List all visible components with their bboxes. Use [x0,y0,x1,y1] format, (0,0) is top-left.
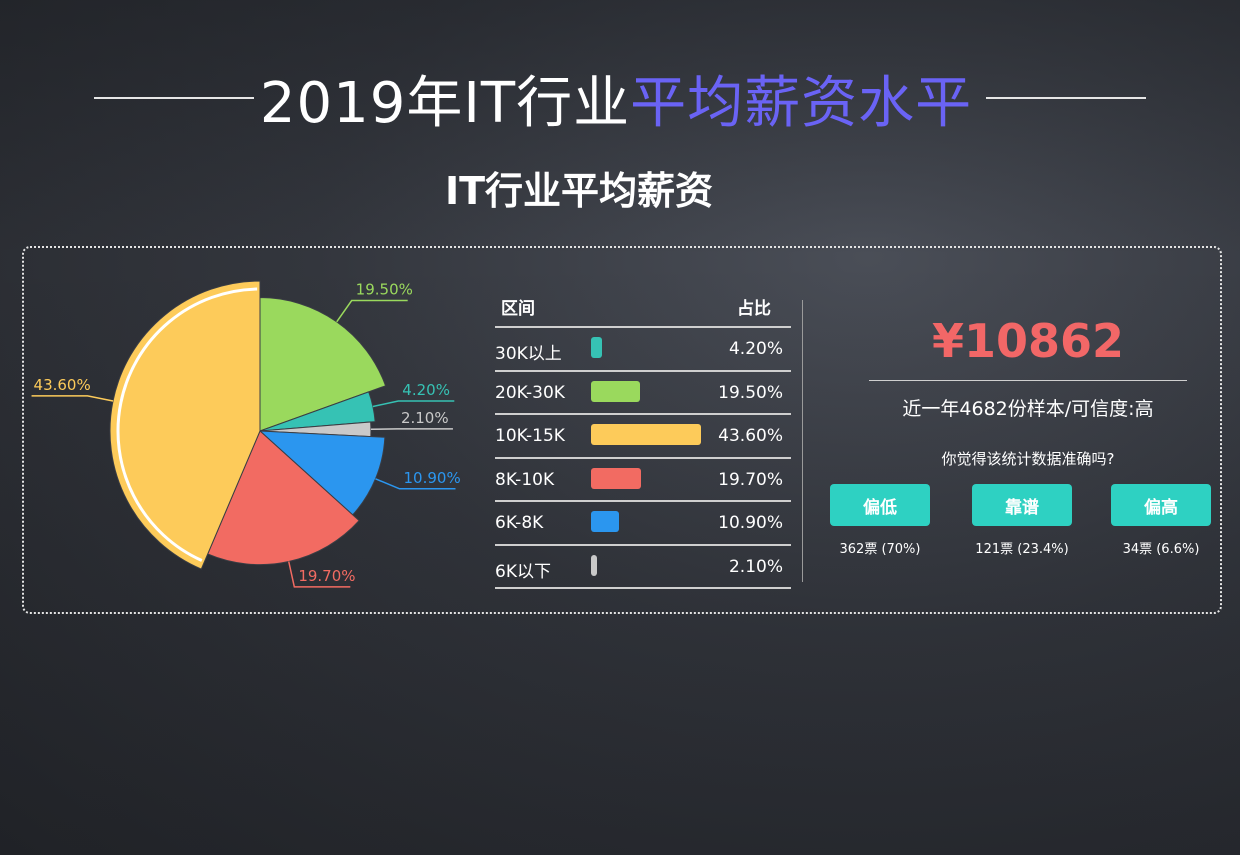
pie-leader-line [375,478,456,490]
row-range: 10K-15K [495,426,565,446]
row-bar [591,380,641,402]
row-pct: 43.60% [718,426,783,446]
pie-leader-line [31,395,114,402]
vote-question: 你觉得该统计数据准确吗? [941,450,1115,468]
vertical-divider [802,300,803,582]
row-range: 6K-8K [495,513,544,533]
row-range: 30K以上 [495,344,562,364]
average-salary: ¥10862 [931,314,1125,368]
pie-slice [109,280,261,570]
pie-slice [259,391,376,432]
pie-leader-line [372,400,455,408]
row-range: 20K-30K [495,382,565,403]
pie-leader-line [288,561,351,588]
table-row: 30K以上 4.20% [495,328,791,372]
salary-table: 区间 占比 30K以上 4.20% 20K-30K 19.50% 10K-15K 43.6… [495,292,791,589]
vote-low-button[interactable]: 偏低 [830,484,930,526]
page-title: 2019年IT行业平均薪资水平 [260,58,972,139]
title-rule-right [986,97,1147,99]
row-pct: 4.20% [728,339,783,359]
price-underline [869,380,1187,381]
pie-data-label: 2.10% [401,409,449,427]
row-bar [591,424,701,445]
table-row: 10K-15K 43.60% [495,415,791,459]
page-header: 2019年IT行业平均薪资水平 [0,62,1240,136]
table-body: 30K以上 4.20% 20K-30K 19.50% 10K-15K 43.60% 8K-1… [495,328,791,589]
row-range: 6K以下 [495,561,551,582]
row-bar [591,337,602,358]
row-pct: 2.10% [728,556,783,577]
page-title-accent: 平均薪资水平 [630,70,973,136]
pie-data-label: 19.70% [298,567,355,585]
pie-slice [259,297,387,432]
pie-chart: 19.50% 4.20% 2.10% 10.90% 19.70% 43.60% [31,280,461,588]
vote-reliable-count: 121票 (23.4%) [975,542,1069,557]
vote-low-count: 362票 (70%) [839,542,921,557]
pie-data-label: 19.50% [356,281,413,299]
vote-high-button[interactable]: 偏高 [1111,484,1211,526]
pie-highlight-arc [116,287,258,562]
row-bar [591,467,641,489]
table-row: 20K-30K 19.50% [495,372,791,415]
pie-leader-line [336,299,408,323]
header-pct: 占比 [737,299,771,319]
title-rule-left [93,97,254,99]
row-pct: 19.50% [718,382,783,403]
row-bar [591,554,597,576]
table-row: 8K-10K 19.70% [495,459,791,502]
table-row: 6K以下 2.10% [495,546,791,589]
pie-data-label: 43.60% [34,376,91,394]
page-title-prefix: 2019年IT行业 [259,70,631,136]
vote-reliable-button[interactable]: 靠谱 [972,484,1072,526]
header-range: 区间 [501,299,535,319]
row-pct: 10.90% [718,513,783,533]
salary-panel: 19.50% 4.20% 2.10% 10.90% 19.70% 43.60% 区间 占比… [22,246,1222,614]
pie-data-label: 4.20% [402,381,450,399]
table-row: 6K-8K 10.90% [495,502,791,546]
sample-info: 近一年4682份样本/可信度:高 [902,398,1154,420]
pie-data-label: 10.90% [404,469,461,487]
row-bar [591,511,619,532]
row-pct: 19.70% [718,469,783,490]
table-header: 区间 占比 [495,292,791,328]
chart-title: IT行业平均薪资 [445,169,714,213]
vote-high-count: 34票 (6.6%) [1122,542,1200,557]
row-range: 8K-10K [495,469,555,490]
